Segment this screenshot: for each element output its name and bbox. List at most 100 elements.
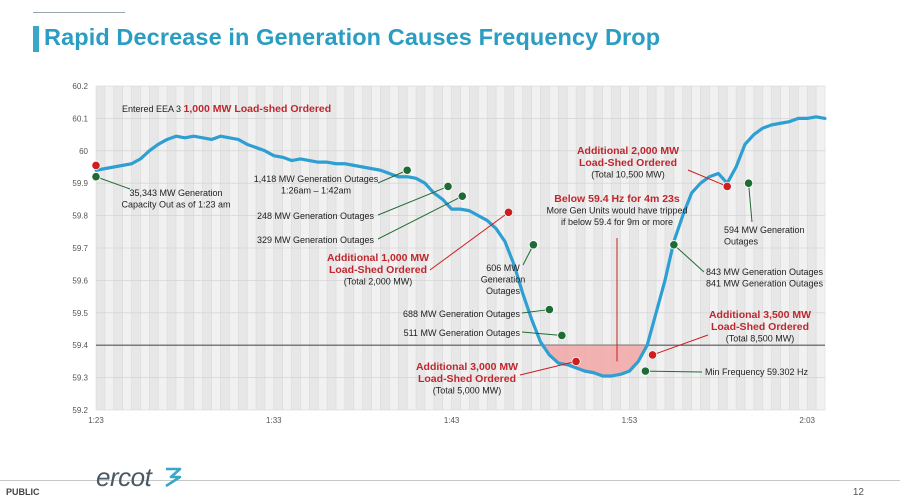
below-threshold-area bbox=[540, 345, 648, 376]
annotation-text: 1,418 MW Generation Outages 1:26am – 1:42… bbox=[254, 174, 379, 196]
annotation-line: Capacity Out as of 1:23 am bbox=[121, 200, 230, 210]
annotation-line: 606 MW bbox=[486, 263, 520, 273]
annotation-line: Additional 1,000 MW bbox=[327, 252, 429, 264]
annotation-line: 841 MW Generation Outages bbox=[706, 279, 824, 289]
logo-mark-icon bbox=[165, 467, 182, 488]
annotation-line: 594 MW Generation bbox=[724, 225, 805, 235]
annotation-line: Outages bbox=[486, 286, 521, 296]
y-tick-label: 59.7 bbox=[72, 244, 88, 253]
annotation-text: Additional 3,500 MW Load-Shed Ordered (Tot… bbox=[709, 309, 811, 344]
annotation-line: 1,000 MW Load-shed Ordered bbox=[184, 103, 332, 115]
annotation-text: 329 MW Generation Outages bbox=[257, 235, 375, 245]
classification-label: PUBLIC bbox=[6, 487, 40, 497]
annotation-line: 1,418 MW Generation Outages bbox=[254, 174, 379, 184]
x-tick-label: 1:33 bbox=[266, 416, 282, 425]
frequency-chart: 60.2 60.1 60 59.9 59.8 59.7 59.6 59.5 59.4 59.3 59… bbox=[72, 82, 827, 425]
annotation-text: 594 MW Generation Outages bbox=[724, 225, 805, 247]
generation-outage-marker bbox=[443, 181, 453, 192]
annotation-leader-line bbox=[377, 169, 408, 184]
annotation-line: Load-Shed Ordered bbox=[329, 264, 427, 276]
x-tick-label: 1:23 bbox=[88, 416, 104, 425]
page-number: 12 bbox=[852, 487, 864, 498]
annotation-leader-line bbox=[687, 169, 728, 187]
frequency-line bbox=[94, 115, 827, 378]
annotation-line: Below 59.4 Hz for 4m 23s bbox=[554, 193, 680, 205]
footer-divider bbox=[0, 480, 900, 481]
y-tick-label: 59.3 bbox=[72, 374, 88, 383]
x-tick-label: 1:43 bbox=[444, 416, 460, 425]
annotation-line: Load-Shed Ordered bbox=[711, 321, 809, 333]
annotation-line: if below 59.4 for 9m or more bbox=[561, 217, 673, 227]
annotation-line: (Total 2,000 MW) bbox=[344, 277, 413, 287]
annotation-leader-line bbox=[652, 334, 709, 356]
annotation-leader-line bbox=[521, 309, 550, 314]
annotation-text: 843 MW Generation Outages 841 MW Generati… bbox=[706, 267, 824, 289]
annotation-line: Additional 3,500 MW bbox=[709, 309, 811, 321]
generation-outage-marker bbox=[743, 178, 754, 188]
annotation-leader-line bbox=[95, 176, 131, 190]
annotation-line: 35,343 MW Generation bbox=[129, 188, 222, 198]
y-tick-label: 60 bbox=[79, 147, 88, 156]
generation-outage-marker bbox=[544, 304, 555, 315]
generation-outage-marker bbox=[640, 366, 651, 376]
annotation-text: Below 59.4 Hz for 4m 23s More Gen Units w… bbox=[546, 193, 687, 227]
annotation-text: 35,343 MW Generation Capacity Out as of 1… bbox=[121, 188, 230, 210]
annotation-leader-line bbox=[377, 195, 463, 240]
y-tick-label: 59.8 bbox=[72, 212, 88, 221]
annotation-leader-line bbox=[429, 211, 509, 271]
y-tick-label: 60.2 bbox=[72, 82, 88, 91]
annotation-line: More Gen Units would have tripped bbox=[546, 206, 687, 216]
generation-outage-marker bbox=[91, 172, 101, 182]
x-tick-label: 2:03 bbox=[799, 416, 815, 425]
y-tick-label: 59.5 bbox=[72, 309, 88, 318]
annotation-line: (Total 5,000 MW) bbox=[433, 386, 502, 396]
generation-outage-marker bbox=[669, 240, 679, 250]
generation-outage-marker bbox=[557, 330, 567, 341]
load-shed-marker bbox=[647, 350, 658, 360]
annotation-line: Additional 3,000 MW bbox=[416, 361, 518, 373]
ercot-logo: ercot bbox=[96, 462, 201, 494]
y-tick-label: 60.1 bbox=[72, 114, 88, 123]
page-title: Rapid Decrease in Generation Causes Freq… bbox=[44, 24, 661, 50]
annotation-line: 688 MW Generation Outages bbox=[403, 309, 521, 319]
load-shed-marker bbox=[722, 181, 732, 192]
annotation-leader-line bbox=[521, 331, 562, 336]
annotation-line: 511 MW Generation Outages bbox=[404, 328, 521, 338]
annotation-text: Additional 3,000 MW Load-Shed Ordered (Tot… bbox=[416, 361, 518, 396]
annotation-line: Load-Shed Ordered bbox=[579, 157, 677, 169]
annotation-leader-line bbox=[645, 370, 703, 373]
y-tick-label: 59.2 bbox=[72, 406, 88, 415]
annotation-leader-line bbox=[673, 244, 705, 273]
annotation-text: Additional 1,000 MW Load-Shed Ordered (Tot… bbox=[327, 252, 429, 287]
y-tick-label: 59.4 bbox=[72, 341, 88, 350]
x-tick-label: 1:53 bbox=[622, 416, 638, 425]
annotation-text: Min Frequency 59.302 Hz bbox=[705, 367, 809, 377]
generation-outage-marker bbox=[402, 165, 412, 175]
annotation-text: 606 MW Generation Outages bbox=[481, 263, 526, 296]
title-accent-bar bbox=[33, 26, 39, 52]
load-shed-marker bbox=[571, 356, 581, 366]
load-shed-marker bbox=[91, 160, 101, 170]
annotation-line: Additional 2,000 MW bbox=[577, 145, 679, 157]
top-divider bbox=[33, 12, 125, 13]
annotation-line: Outages bbox=[724, 237, 759, 247]
annotation-text: 248 MW Generation Outages bbox=[257, 211, 375, 221]
annotation-text: Entered EEA 3 1,000 MW Load-shed Ordered bbox=[122, 103, 331, 115]
annotation-line: 843 MW Generation Outages bbox=[706, 267, 824, 277]
load-shed-marker bbox=[503, 207, 514, 217]
annotation-line: Generation bbox=[481, 275, 526, 285]
annotation-line: 329 MW Generation Outages bbox=[257, 235, 375, 245]
annotation-line: (Total 8,500 MW) bbox=[726, 334, 795, 344]
generation-outage-marker bbox=[457, 191, 467, 201]
annotation-line: Entered EEA 3 bbox=[122, 104, 184, 114]
annotation-text: 511 MW Generation Outages bbox=[404, 328, 521, 338]
annotation-line: 248 MW Generation Outages bbox=[257, 211, 375, 221]
annotation-leader-line bbox=[519, 360, 577, 376]
annotation-line: Min Frequency 59.302 Hz bbox=[705, 367, 809, 377]
brand-name: ercot bbox=[96, 462, 152, 492]
generation-outage-marker bbox=[528, 240, 539, 250]
annotation-leader-line bbox=[748, 183, 753, 223]
annotation-text: Additional 2,000 MW Load-Shed Ordered (Tot… bbox=[577, 145, 679, 180]
annotation-text: 688 MW Generation Outages bbox=[403, 309, 521, 319]
annotation-line: 1:26am – 1:42am bbox=[281, 186, 351, 196]
